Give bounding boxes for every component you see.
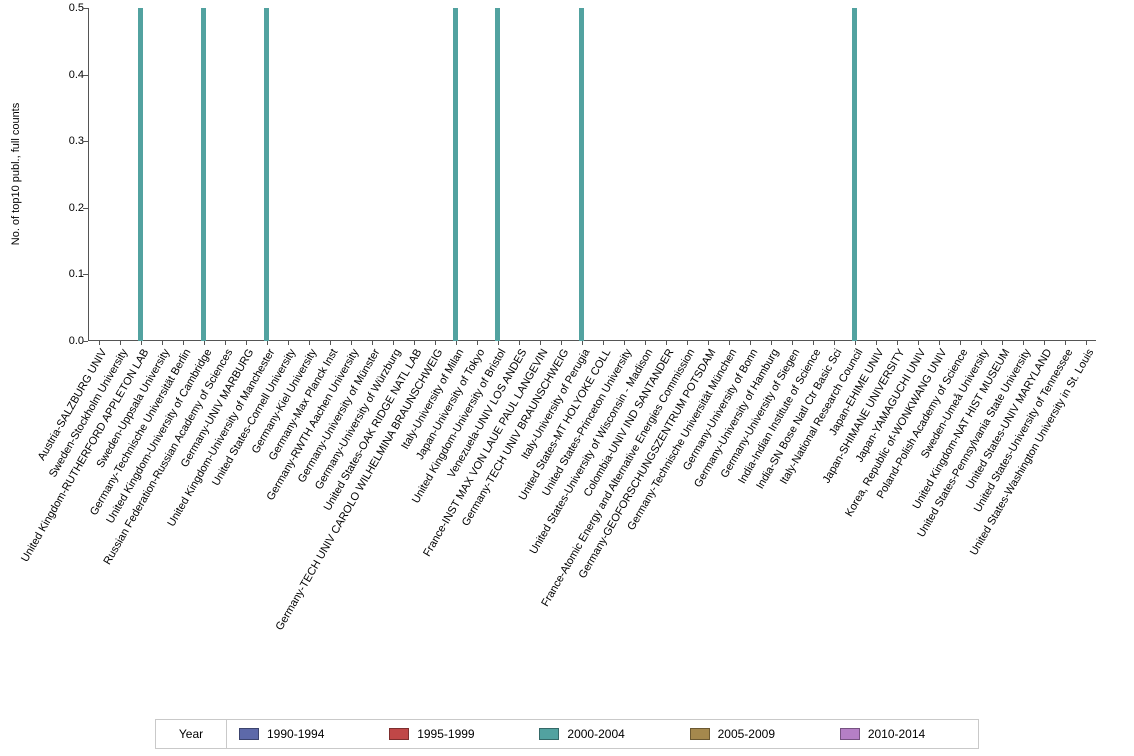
x-tick-mark — [266, 341, 268, 345]
legend-swatch — [689, 728, 710, 740]
x-tick-mark — [602, 341, 604, 345]
legend-item-label: 2000-2004 — [567, 727, 625, 741]
x-tick-mark — [1022, 341, 1024, 345]
y-tick-label: 0.4 — [68, 68, 84, 81]
bar — [264, 8, 269, 341]
legend-item-label: 1995-1999 — [417, 727, 475, 741]
x-tick-mark — [161, 341, 163, 345]
x-tick-mark — [728, 341, 730, 345]
x-tick-mark — [665, 341, 667, 345]
y-tick-mark — [83, 274, 88, 276]
x-tick-mark — [140, 341, 142, 345]
x-tick-mark — [623, 341, 625, 345]
x-tick-mark — [392, 341, 394, 345]
legend-items: 1990-1994 1995-1999 2000-2004 2005-2009 2010… — [227, 720, 978, 748]
legend-item: 2005-2009 — [678, 720, 828, 748]
x-tick-mark — [896, 341, 898, 345]
x-tick-mark — [329, 341, 331, 345]
x-tick-mark — [434, 341, 436, 345]
x-tick-mark — [791, 341, 793, 345]
x-tick-mark — [938, 341, 940, 345]
y-tick-label: 0.1 — [68, 268, 84, 281]
x-tick-mark — [455, 341, 457, 345]
bar — [138, 8, 143, 341]
bar — [495, 8, 500, 341]
x-tick-mark — [371, 341, 373, 345]
x-tick-mark — [1064, 341, 1066, 345]
x-tick-mark — [875, 341, 877, 345]
x-tick-mark — [917, 341, 919, 345]
x-tick-mark — [560, 341, 562, 345]
legend-title: Year — [156, 720, 227, 748]
x-tick-mark — [1043, 341, 1045, 345]
legend: Year 1990-1994 1995-1999 2000-2004 2005-200… — [155, 719, 979, 749]
x-tick-mark — [413, 341, 415, 345]
y-tick-label: 0.0 — [68, 335, 84, 347]
x-tick-mark — [224, 341, 226, 345]
legend-item: 2010-2014 — [828, 720, 978, 748]
bar — [852, 8, 857, 341]
x-tick-mark — [287, 341, 289, 345]
legend-item-label: 2005-2009 — [717, 727, 775, 741]
x-tick-mark — [770, 341, 772, 345]
y-tick-label: 0.2 — [68, 201, 84, 214]
y-tick-label: 0.5 — [68, 2, 84, 14]
x-tick-mark — [833, 341, 835, 345]
x-tick-mark — [182, 341, 184, 345]
x-tick-mark — [980, 341, 982, 345]
x-tick-mark — [245, 341, 247, 345]
y-tick-mark — [83, 74, 88, 76]
legend-item-label: 1990-1994 — [267, 727, 325, 741]
bar — [579, 8, 584, 341]
legend-item-label: 2010-2014 — [867, 727, 926, 741]
y-axis-title: No. of top10 publ., full counts — [10, 102, 22, 246]
x-tick-mark — [518, 341, 520, 345]
legend-swatch — [539, 728, 560, 740]
legend-swatch — [239, 728, 259, 740]
x-tick-mark — [476, 341, 478, 345]
x-tick-mark — [1085, 341, 1087, 345]
bar — [453, 8, 458, 341]
x-tick-mark — [119, 341, 121, 345]
legend-swatch — [839, 728, 860, 740]
x-tick-mark — [497, 341, 499, 345]
y-tick-mark — [83, 341, 88, 342]
plot-area — [88, 8, 1096, 341]
y-tick-mark — [83, 207, 88, 209]
x-tick-mark — [959, 341, 961, 345]
x-tick-mark — [812, 341, 814, 345]
x-tick-mark — [707, 341, 709, 345]
y-tick-mark — [83, 8, 88, 9]
legend-item: 1995-1999 — [377, 720, 527, 748]
legend-item: 2000-2004 — [527, 720, 677, 748]
x-tick-mark — [581, 341, 583, 345]
x-tick-mark — [308, 341, 310, 345]
bar — [201, 8, 206, 341]
x-tick-mark — [98, 341, 100, 345]
y-tick-mark — [83, 141, 88, 143]
x-tick-mark — [539, 341, 541, 345]
x-tick-mark — [686, 341, 688, 345]
x-tick-mark — [350, 341, 352, 345]
x-tick-mark — [644, 341, 646, 345]
legend-swatch — [389, 728, 410, 740]
x-tick-mark — [1001, 341, 1003, 345]
x-tick-mark — [854, 341, 856, 345]
x-tick-mark — [749, 341, 751, 345]
legend-item: 1990-1994 — [227, 720, 377, 748]
y-tick-label: 0.3 — [68, 135, 84, 148]
x-tick-mark — [203, 341, 205, 345]
